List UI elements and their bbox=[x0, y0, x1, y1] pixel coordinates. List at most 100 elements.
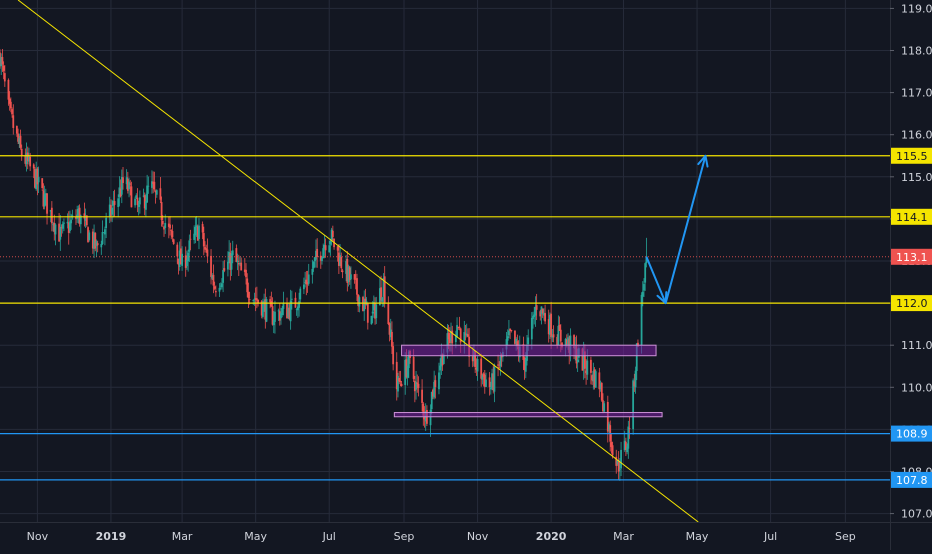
candle bbox=[337, 244, 340, 274]
candle bbox=[117, 194, 120, 218]
level-label: 115.5 bbox=[896, 150, 928, 163]
candle-body bbox=[239, 262, 241, 264]
candle-body bbox=[2, 65, 5, 71]
candle-body bbox=[400, 383, 403, 387]
candle bbox=[321, 256, 323, 265]
candle-body bbox=[9, 101, 12, 109]
candle-body bbox=[565, 339, 568, 345]
candle-body bbox=[42, 190, 45, 207]
candle bbox=[219, 282, 222, 290]
candle-body bbox=[492, 373, 495, 391]
candle-body bbox=[573, 335, 575, 349]
candle bbox=[9, 97, 12, 113]
candle-body bbox=[186, 260, 188, 267]
candle bbox=[624, 437, 627, 457]
candle-body bbox=[187, 252, 190, 262]
candle bbox=[298, 292, 300, 317]
candle-body bbox=[0, 57, 3, 67]
candle bbox=[60, 224, 63, 237]
candle bbox=[245, 263, 247, 285]
candle bbox=[498, 361, 501, 370]
candle bbox=[645, 237, 648, 268]
candle bbox=[550, 301, 553, 349]
candle bbox=[84, 208, 87, 228]
candle bbox=[628, 416, 631, 439]
x-tick-label: Jul bbox=[322, 530, 336, 543]
candle bbox=[125, 169, 128, 190]
candle bbox=[288, 302, 291, 321]
candle-body bbox=[223, 268, 226, 271]
candle-body bbox=[592, 370, 595, 382]
candle bbox=[541, 308, 544, 319]
candle-body bbox=[523, 357, 526, 371]
candle-body bbox=[152, 181, 155, 184]
candle-body bbox=[558, 324, 561, 332]
candle bbox=[126, 171, 129, 194]
candle bbox=[602, 393, 604, 414]
candle-body bbox=[35, 169, 38, 190]
candle bbox=[129, 179, 132, 196]
candle bbox=[303, 277, 305, 294]
candle-body bbox=[160, 202, 163, 220]
candle-body bbox=[348, 267, 351, 281]
candle bbox=[261, 298, 264, 319]
candle bbox=[194, 217, 197, 244]
candle-body bbox=[49, 210, 52, 212]
candle-body bbox=[404, 359, 407, 385]
candle bbox=[11, 107, 13, 118]
candle-body bbox=[464, 333, 467, 335]
candle-body bbox=[54, 224, 57, 235]
candle bbox=[146, 174, 149, 204]
candle-body bbox=[448, 338, 451, 344]
candle-body bbox=[405, 359, 408, 378]
candle bbox=[184, 246, 187, 277]
candle bbox=[169, 216, 171, 236]
candle-body bbox=[498, 366, 501, 368]
candle bbox=[415, 370, 417, 400]
candle-body bbox=[564, 338, 567, 346]
candle bbox=[147, 176, 150, 194]
candle bbox=[533, 306, 536, 325]
candle-body bbox=[96, 243, 99, 246]
candle-body bbox=[608, 423, 610, 431]
candle-body bbox=[108, 204, 111, 217]
candle-body bbox=[278, 311, 281, 321]
candle-body bbox=[640, 294, 643, 346]
candle-body bbox=[357, 294, 360, 306]
candle-body bbox=[539, 311, 542, 317]
candle-body bbox=[155, 190, 158, 195]
candle-body bbox=[113, 201, 116, 205]
candle-body bbox=[44, 193, 47, 196]
candle bbox=[389, 318, 392, 341]
candle-body bbox=[18, 137, 21, 144]
candle-body bbox=[515, 338, 518, 344]
x-tick-label: Mar bbox=[613, 530, 634, 543]
candle bbox=[3, 65, 6, 87]
candle-body bbox=[17, 133, 19, 142]
candle-body bbox=[544, 313, 546, 322]
candle bbox=[626, 443, 629, 455]
candle-body bbox=[397, 376, 399, 392]
candle bbox=[416, 374, 419, 393]
candle bbox=[544, 304, 546, 325]
candle-body bbox=[181, 253, 184, 266]
candle bbox=[170, 229, 173, 240]
candle bbox=[399, 370, 402, 387]
candle bbox=[328, 240, 331, 253]
candle-body bbox=[7, 79, 10, 100]
candle-body bbox=[594, 371, 597, 388]
candle bbox=[465, 323, 468, 338]
candle bbox=[456, 317, 458, 338]
candle-body bbox=[389, 329, 392, 338]
candle-body bbox=[482, 373, 485, 377]
candle bbox=[112, 191, 115, 218]
candle bbox=[137, 200, 140, 216]
candle-body bbox=[28, 156, 30, 162]
candle bbox=[243, 258, 246, 276]
candle bbox=[119, 179, 122, 198]
candle-body bbox=[295, 308, 298, 310]
candle-body bbox=[145, 201, 147, 210]
candle bbox=[551, 328, 554, 343]
